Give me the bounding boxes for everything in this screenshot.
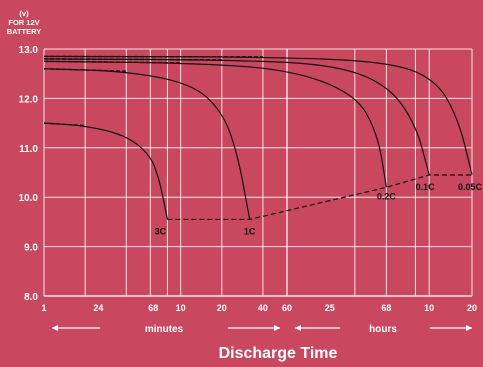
segment-arrow-head (466, 325, 472, 331)
y-tick-label: 8.0 (24, 292, 38, 303)
cutoff-line (167, 174, 472, 221)
series-curve-0.1C (43, 58, 430, 176)
series-dash-3C (43, 122, 86, 127)
x-tick-label: 20 (467, 303, 477, 313)
label-layer: 3C 1C 0.2C 0.1C 0.05C (155, 182, 483, 236)
series-curve-0.05C (43, 55, 473, 176)
y-tick-label: 13.0 (19, 45, 39, 56)
y-tick-label: 10.0 (19, 193, 39, 204)
segment-arrow-head (274, 325, 280, 331)
curve-label-3C: 3C (155, 226, 167, 236)
x-tick-label: 60 (282, 303, 292, 313)
grid-layer (43, 48, 473, 297)
tick-layer: 13.0 12.0 11.0 10.0 9.0 8.01 24 68 10 20 40 60 25 68 1… (19, 45, 477, 313)
y-unit-line-1: FOR 12V (8, 18, 39, 27)
x-tick-label: 10 (424, 303, 434, 313)
curve-label-0.2C: 0.2C (377, 192, 397, 202)
y-unit: (v) (19, 9, 29, 18)
x-tick-label: 68 (148, 303, 158, 313)
curve-label-0.1C: 0.1C (416, 182, 436, 192)
x-tick-label: 20 (217, 303, 227, 313)
series-dash-0.2C (43, 60, 181, 64)
y-unit-line-2: BATTERY (7, 27, 42, 36)
segment-layer: minutes hours (52, 324, 472, 335)
series-curve-0.2C (43, 60, 387, 188)
y-tick-label: 12.0 (19, 94, 39, 105)
x-tick-label: 25 (325, 303, 335, 313)
y-tick-label: 11.0 (19, 144, 38, 155)
curve-label-0.05C: 0.05C (458, 182, 483, 192)
x-axis-title: Discharge Time (219, 345, 338, 362)
series-layer (43, 55, 473, 221)
x-tick-label: 40 (258, 303, 268, 313)
y-tick-label: 9.0 (24, 243, 38, 254)
segment-arrow-head (295, 325, 301, 331)
curve-label-1C: 1C (244, 226, 256, 236)
series-curve-1C (43, 68, 251, 220)
x-tick-label: 24 (93, 303, 103, 313)
series-curve-3C (43, 122, 169, 220)
x-tick-label: 68 (381, 303, 391, 313)
segment-hours: hours (369, 324, 397, 335)
series-dash-1C (43, 68, 127, 72)
x-tick-label: 1 (41, 303, 46, 313)
x-tick-label: 10 (176, 303, 186, 313)
segment-minutes: minutes (145, 324, 184, 335)
segment-arrow-head (52, 325, 58, 331)
